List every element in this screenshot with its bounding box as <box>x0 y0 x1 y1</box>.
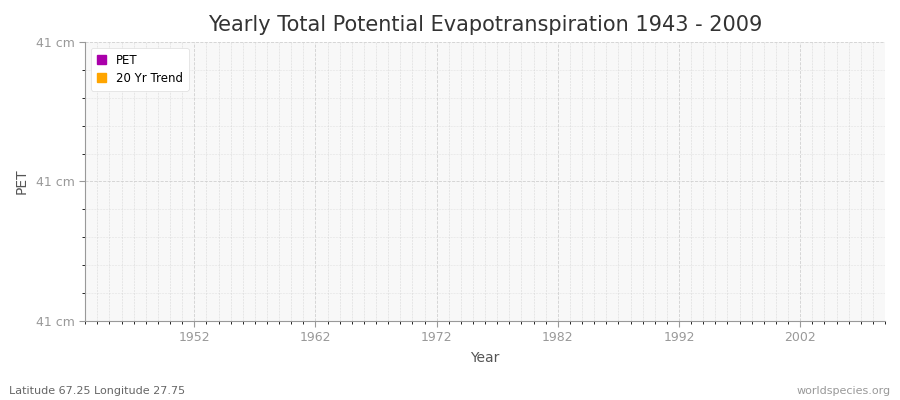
Text: worldspecies.org: worldspecies.org <box>796 386 891 396</box>
Legend: PET, 20 Yr Trend: PET, 20 Yr Trend <box>91 48 189 90</box>
Text: Latitude 67.25 Longitude 27.75: Latitude 67.25 Longitude 27.75 <box>9 386 185 396</box>
X-axis label: Year: Year <box>471 351 500 365</box>
Y-axis label: PET: PET <box>15 168 29 194</box>
Title: Yearly Total Potential Evapotranspiration 1943 - 2009: Yearly Total Potential Evapotranspiratio… <box>208 15 762 35</box>
